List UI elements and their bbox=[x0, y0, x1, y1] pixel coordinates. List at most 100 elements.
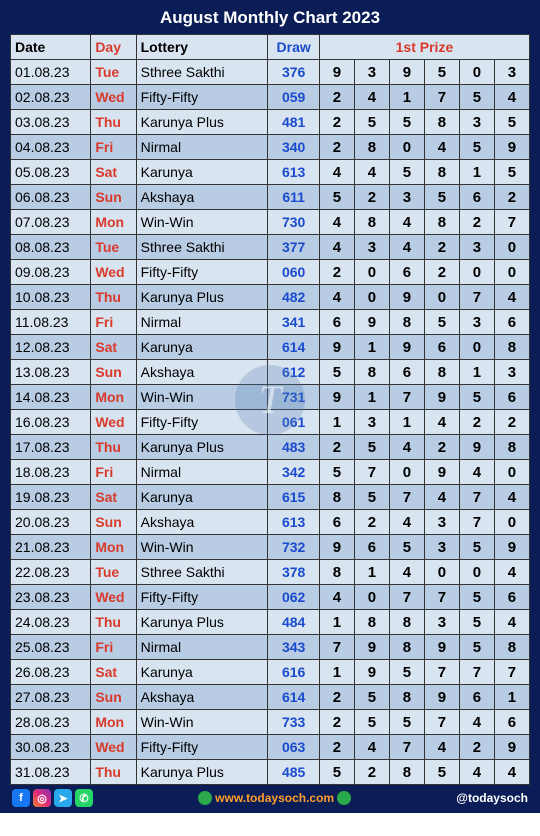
table-row: 20.08.23SunAkshaya613624370 bbox=[11, 510, 530, 535]
table-row: 06.08.23SunAkshaya611523562 bbox=[11, 185, 530, 210]
cell-prize-digit: 8 bbox=[494, 335, 529, 360]
cell-lottery: Karunya Plus bbox=[136, 435, 268, 460]
cell-draw: 485 bbox=[268, 760, 319, 785]
cell-prize-digit: 2 bbox=[319, 435, 354, 460]
globe-icon bbox=[198, 791, 212, 805]
telegram-icon[interactable]: ➤ bbox=[54, 789, 72, 807]
cell-prize-digit: 5 bbox=[459, 635, 494, 660]
cell-prize-digit: 8 bbox=[389, 760, 424, 785]
cell-day: Sun bbox=[91, 685, 136, 710]
cell-prize-digit: 7 bbox=[424, 85, 459, 110]
cell-prize-digit: 6 bbox=[494, 585, 529, 610]
cell-prize-digit: 1 bbox=[459, 160, 494, 185]
cell-day: Thu bbox=[91, 610, 136, 635]
cell-prize-digit: 2 bbox=[319, 685, 354, 710]
cell-date: 08.08.23 bbox=[11, 235, 91, 260]
table-row: 16.08.23WedFifty-Fifty061131422 bbox=[11, 410, 530, 435]
cell-draw: 341 bbox=[268, 310, 319, 335]
cell-day: Sun bbox=[91, 185, 136, 210]
cell-prize-digit: 2 bbox=[424, 435, 459, 460]
cell-date: 12.08.23 bbox=[11, 335, 91, 360]
cell-draw: 060 bbox=[268, 260, 319, 285]
cell-prize-digit: 4 bbox=[459, 710, 494, 735]
cell-lottery: Nirmal bbox=[136, 135, 268, 160]
cell-prize-digit: 2 bbox=[319, 710, 354, 735]
cell-prize-digit: 2 bbox=[424, 260, 459, 285]
cell-day: Fri bbox=[91, 310, 136, 335]
cell-prize-digit: 3 bbox=[424, 610, 459, 635]
cell-lottery: Akshaya bbox=[136, 510, 268, 535]
cell-prize-digit: 9 bbox=[319, 335, 354, 360]
cell-prize-digit: 0 bbox=[459, 560, 494, 585]
cell-prize-digit: 3 bbox=[389, 185, 424, 210]
cell-prize-digit: 5 bbox=[354, 110, 389, 135]
cell-prize-digit: 5 bbox=[319, 360, 354, 385]
table-row: 22.08.23TueSthree Sakthi378814004 bbox=[11, 560, 530, 585]
cell-day: Fri bbox=[91, 135, 136, 160]
cell-lottery: Karunya bbox=[136, 485, 268, 510]
cell-lottery: Nirmal bbox=[136, 635, 268, 660]
cell-prize-digit: 8 bbox=[389, 610, 424, 635]
table-row: 19.08.23SatKarunya615857474 bbox=[11, 485, 530, 510]
instagram-icon[interactable]: ◎ bbox=[33, 789, 51, 807]
cell-prize-digit: 7 bbox=[459, 485, 494, 510]
facebook-icon[interactable]: f bbox=[12, 789, 30, 807]
cell-date: 26.08.23 bbox=[11, 660, 91, 685]
cell-draw: 340 bbox=[268, 135, 319, 160]
website-link[interactable]: www.todaysoch.com bbox=[198, 791, 351, 805]
table-row: 11.08.23FriNirmal341698536 bbox=[11, 310, 530, 335]
cell-prize-digit: 3 bbox=[459, 110, 494, 135]
cell-date: 13.08.23 bbox=[11, 360, 91, 385]
cell-day: Mon bbox=[91, 710, 136, 735]
whatsapp-icon[interactable]: ✆ bbox=[75, 789, 93, 807]
cell-prize-digit: 8 bbox=[354, 360, 389, 385]
cell-prize-digit: 2 bbox=[319, 110, 354, 135]
cell-prize-digit: 4 bbox=[424, 485, 459, 510]
cell-prize-digit: 9 bbox=[424, 460, 459, 485]
cell-prize-digit: 7 bbox=[424, 585, 459, 610]
cell-prize-digit: 3 bbox=[459, 235, 494, 260]
cell-prize-digit: 3 bbox=[354, 60, 389, 85]
cell-prize-digit: 2 bbox=[459, 210, 494, 235]
cell-lottery: Karunya Plus bbox=[136, 760, 268, 785]
cell-day: Fri bbox=[91, 460, 136, 485]
cell-date: 06.08.23 bbox=[11, 185, 91, 210]
cell-prize-digit: 1 bbox=[319, 660, 354, 685]
table-row: 31.08.23ThuKarunya Plus485528544 bbox=[11, 760, 530, 785]
cell-draw: 611 bbox=[268, 185, 319, 210]
cell-prize-digit: 7 bbox=[319, 635, 354, 660]
cell-prize-digit: 7 bbox=[494, 660, 529, 685]
cell-date: 20.08.23 bbox=[11, 510, 91, 535]
cell-prize-digit: 4 bbox=[354, 85, 389, 110]
cell-date: 03.08.23 bbox=[11, 110, 91, 135]
cell-prize-digit: 5 bbox=[319, 760, 354, 785]
cell-prize-digit: 0 bbox=[459, 335, 494, 360]
cell-date: 01.08.23 bbox=[11, 60, 91, 85]
cell-date: 04.08.23 bbox=[11, 135, 91, 160]
cell-prize-digit: 2 bbox=[424, 235, 459, 260]
cell-prize-digit: 2 bbox=[459, 735, 494, 760]
cell-lottery: Win-Win bbox=[136, 535, 268, 560]
cell-prize-digit: 5 bbox=[424, 760, 459, 785]
page-container: August Monthly Chart 2023 T Date Day Lot… bbox=[0, 0, 540, 813]
cell-prize-digit: 8 bbox=[354, 610, 389, 635]
cell-date: 28.08.23 bbox=[11, 710, 91, 735]
cell-prize-digit: 3 bbox=[354, 235, 389, 260]
cell-prize-digit: 8 bbox=[424, 210, 459, 235]
cell-prize-digit: 9 bbox=[389, 285, 424, 310]
cell-prize-digit: 7 bbox=[459, 510, 494, 535]
cell-draw: 616 bbox=[268, 660, 319, 685]
table-row: 30.08.23WedFifty-Fifty063247429 bbox=[11, 735, 530, 760]
cell-prize-digit: 1 bbox=[354, 560, 389, 585]
cell-prize-digit: 5 bbox=[319, 460, 354, 485]
cell-prize-digit: 4 bbox=[494, 760, 529, 785]
cell-prize-digit: 2 bbox=[354, 185, 389, 210]
cell-prize-digit: 4 bbox=[319, 235, 354, 260]
cell-prize-digit: 6 bbox=[459, 685, 494, 710]
cell-prize-digit: 6 bbox=[319, 510, 354, 535]
cell-prize-digit: 3 bbox=[424, 535, 459, 560]
table-row: 28.08.23MonWin-Win733255746 bbox=[11, 710, 530, 735]
table-row: 03.08.23ThuKarunya Plus481255835 bbox=[11, 110, 530, 135]
cell-prize-digit: 1 bbox=[459, 360, 494, 385]
cell-prize-digit: 8 bbox=[319, 485, 354, 510]
